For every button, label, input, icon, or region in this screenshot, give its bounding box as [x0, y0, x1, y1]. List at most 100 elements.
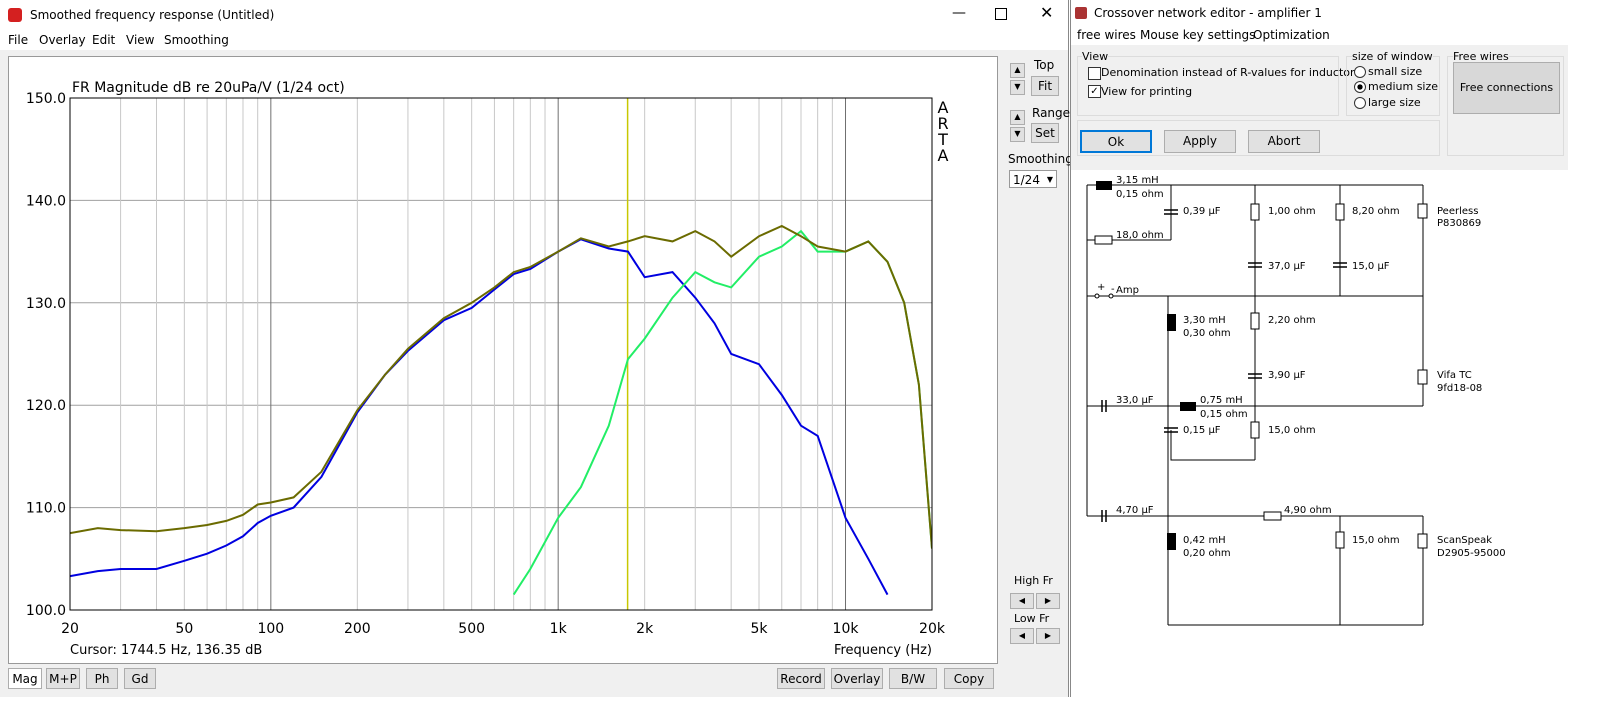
- group-label: View: [1082, 50, 1109, 63]
- menu-item[interactable]: Smoothing: [164, 33, 229, 47]
- speakers: [1417, 203, 1428, 549]
- label: 15,0 µF: [1352, 261, 1390, 272]
- menu-item[interactable]: free wires: [1077, 28, 1136, 42]
- watermark-letter: R: [937, 114, 948, 133]
- x-tick-label: 200: [344, 621, 371, 637]
- check-label: View for printing: [1101, 85, 1193, 98]
- radio-selected[interactable]: [1354, 81, 1366, 93]
- down[interactable]: ▼: [1010, 127, 1025, 142]
- x-tick-label: 10k: [833, 621, 860, 637]
- menu-item[interactable]: View: [126, 33, 155, 47]
- button[interactable]: Fit: [1031, 76, 1059, 96]
- radio[interactable]: [1354, 66, 1366, 78]
- button[interactable]: Set: [1031, 123, 1059, 143]
- check-label: Denomination instead of R-values for ind…: [1101, 66, 1361, 79]
- menu-item[interactable]: Optimization: [1253, 28, 1330, 42]
- label: 0,39 µF: [1183, 206, 1221, 217]
- series-line: [70, 238, 889, 596]
- label: 1,00 ohm: [1268, 206, 1316, 217]
- menu-item[interactable]: Overlay: [39, 33, 86, 47]
- label: 15,0 ohm: [1268, 425, 1316, 436]
- minimize[interactable]: —: [952, 5, 966, 21]
- label: 2,20 ohm: [1268, 315, 1316, 326]
- down[interactable]: ▼: [1010, 80, 1025, 95]
- menu-item[interactable]: Mouse key settings: [1140, 28, 1256, 42]
- button[interactable]: M+P: [46, 668, 80, 689]
- label: Top: [1034, 58, 1055, 72]
- group: [1077, 56, 1339, 116]
- checkbox[interactable]: [1088, 67, 1101, 80]
- amp-terminals: [1094, 293, 1114, 299]
- dropdown[interactable]: 1/24 ▼: [1009, 170, 1057, 188]
- label: 8,20 ohm: [1352, 206, 1400, 217]
- up[interactable]: ▲: [1010, 63, 1025, 78]
- radio-label: large size: [1368, 96, 1421, 109]
- label: P830869: [1437, 218, 1481, 229]
- label: 3,15 mH: [1116, 175, 1159, 186]
- label: 0,30 ohm: [1183, 328, 1231, 339]
- group-label: Free wires: [1453, 50, 1509, 63]
- label: 0,15 µF: [1183, 425, 1221, 436]
- x-tick-label: 2k: [636, 621, 654, 637]
- label: Amp: [1116, 285, 1139, 296]
- radio-label: medium size: [1368, 80, 1439, 93]
- button[interactable]: Apply: [1164, 130, 1236, 153]
- x-tick-label: 5k: [751, 621, 769, 637]
- button[interactable]: B/W: [889, 668, 937, 689]
- button[interactable]: Copy: [944, 668, 994, 689]
- left[interactable]: ◀: [1010, 628, 1034, 644]
- button[interactable]: Ok: [1080, 130, 1152, 153]
- watermark-letter: A: [938, 146, 949, 165]
- watermark-letter: A: [938, 98, 949, 117]
- label: Vifa TC: [1437, 370, 1472, 381]
- chart-title: FR Magnitude dB re 20uPa/V (1/24 oct): [72, 80, 345, 96]
- menu-item[interactable]: Edit: [92, 33, 116, 47]
- label: -: [1111, 284, 1115, 295]
- schematic: 3,15 mH 0,15 ohm 0,39 µF 1,00 ohm 8,20 o…: [1086, 175, 1506, 626]
- right[interactable]: ▶: [1036, 593, 1060, 609]
- dropdown-value: 1/24: [1013, 173, 1040, 187]
- maximize[interactable]: [995, 8, 1007, 20]
- cursor-label: Cursor: 1744.5 Hz, 136.35 dB: [70, 643, 262, 658]
- inductors: [1096, 181, 1196, 550]
- menu-item[interactable]: File: [8, 33, 29, 47]
- label: 9fd18-08: [1437, 383, 1482, 394]
- button[interactable]: Mag: [8, 668, 42, 689]
- menu-bar: [0, 30, 1068, 50]
- x-tick-label: 50: [175, 621, 193, 637]
- button[interactable]: Abort: [1248, 130, 1320, 153]
- label: D2905-95000: [1437, 548, 1506, 559]
- label: Smoothing: [1008, 152, 1073, 166]
- label: 15,0 ohm: [1352, 535, 1400, 546]
- button[interactable]: Overlay: [831, 668, 883, 689]
- label: 3,90 µF: [1268, 370, 1306, 381]
- label: 0,15 ohm: [1116, 189, 1164, 200]
- radio[interactable]: [1354, 97, 1366, 109]
- radio-label: small size: [1368, 65, 1423, 78]
- label: Low Fr: [1014, 612, 1050, 625]
- button[interactable]: Free connections: [1453, 62, 1560, 114]
- left[interactable]: ◀: [1010, 593, 1034, 609]
- group-label: size of window: [1352, 50, 1433, 63]
- button[interactable]: Ph: [86, 668, 118, 689]
- capacitors: [1101, 209, 1347, 522]
- label: Range: [1032, 106, 1071, 120]
- y-tick-label: 100.0: [26, 603, 66, 619]
- button[interactable]: Gd: [124, 668, 156, 689]
- up[interactable]: ▲: [1010, 110, 1025, 125]
- label: Peerless: [1437, 206, 1478, 217]
- right[interactable]: ▶: [1036, 628, 1060, 644]
- title-bar: [0, 0, 1068, 30]
- label: 4,90 ohm: [1284, 505, 1332, 516]
- x-axis-label: Frequency (Hz): [834, 643, 932, 658]
- label: 37,0 µF: [1268, 261, 1306, 272]
- label: 3,30 mH: [1183, 315, 1226, 326]
- label: +: [1097, 282, 1105, 293]
- checkbox-checked[interactable]: ✓: [1088, 85, 1101, 98]
- button[interactable]: Record: [777, 668, 825, 689]
- label: 0,42 mH: [1183, 535, 1226, 546]
- label: 18,0 ohm: [1116, 230, 1164, 241]
- wires: [1086, 184, 1424, 626]
- window-title: Smoothed frequency response (Untitled): [30, 8, 275, 22]
- close[interactable]: ✕: [1040, 3, 1054, 22]
